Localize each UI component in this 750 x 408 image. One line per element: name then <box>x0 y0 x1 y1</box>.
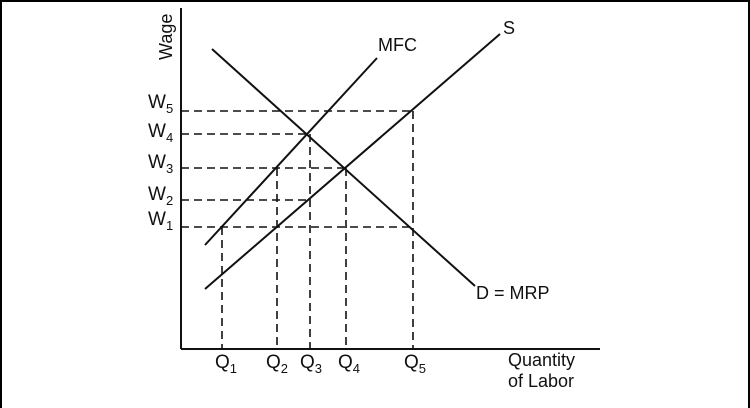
mfc-curve <box>204 57 378 246</box>
quantity-label-q3: Q3 <box>300 352 322 376</box>
mfc-label: MFC <box>378 35 417 55</box>
y-axis-title: Wage <box>156 14 176 60</box>
x-axis-title-line2: of Labor <box>508 371 574 391</box>
wage-label-w1: W1 <box>148 209 173 233</box>
wage-label-w5: W5 <box>148 92 173 116</box>
x-axis-title-line1: Quantity <box>508 350 575 370</box>
frame-left-border <box>0 0 2 408</box>
wage-label-w3: W3 <box>148 152 173 176</box>
frame-right-border <box>748 0 750 408</box>
quantity-label-q4: Q4 <box>338 352 360 376</box>
supply-curve <box>204 33 501 290</box>
quantity-label-q1: Q1 <box>215 352 237 376</box>
wage-label-w2: W2 <box>148 184 173 208</box>
supply-label: S <box>503 18 515 38</box>
demand-label: D = MRP <box>476 283 550 303</box>
frame-top-border <box>0 0 750 2</box>
quantity-label-q5: Q5 <box>404 352 426 376</box>
wage-label-w4: W4 <box>148 121 173 145</box>
quantity-label-q2: Q2 <box>266 352 288 376</box>
demand-curve <box>211 48 476 287</box>
